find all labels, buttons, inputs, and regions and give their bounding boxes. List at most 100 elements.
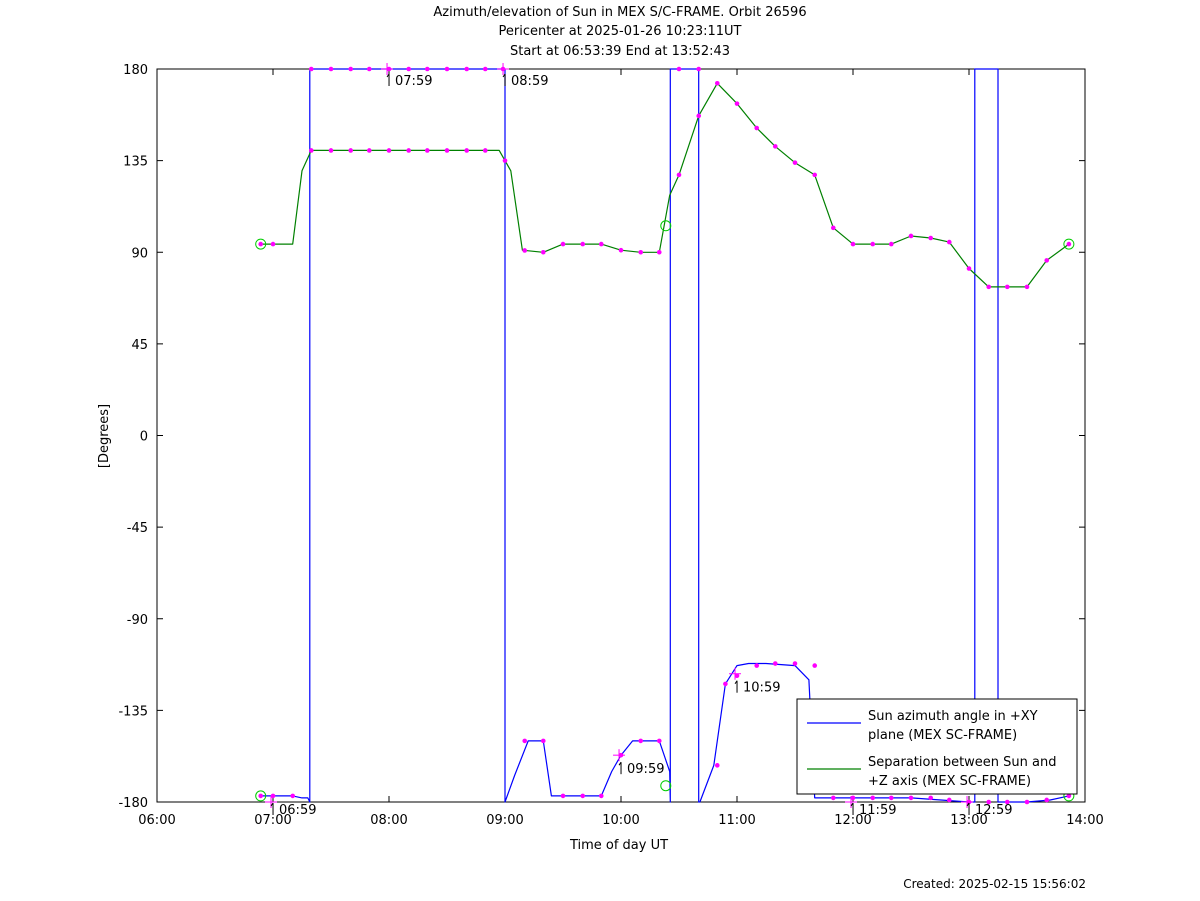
azimuth-marker-point [258, 793, 264, 799]
azimuth-marker-point [464, 66, 470, 72]
separation-marker-point [792, 160, 798, 165]
x-tick-label: 12:00 [834, 813, 871, 828]
hour-annotation-label: 09:59 [627, 762, 664, 777]
azimuth-marker-point [638, 738, 644, 744]
azimuth-marker-point [850, 795, 856, 801]
hour-annotation-arrow [966, 802, 970, 807]
azimuth-marker-point [888, 795, 894, 801]
separation-marker-point [1024, 284, 1030, 290]
separation-marker-point [444, 148, 450, 153]
azimuth-marker-point [406, 66, 412, 72]
separation-marker-point [308, 148, 314, 153]
azimuth-marker-point [928, 795, 934, 801]
azimuth-marker-point [714, 763, 720, 768]
start-end-subtitle: Start at 06:53:39 End at 13:52:43 [509, 44, 731, 59]
separation-marker-point [1044, 258, 1050, 263]
separation-marker-point [966, 266, 972, 271]
azimuth-marker-point [560, 793, 566, 799]
separation-marker-point [348, 148, 354, 153]
x-tick-label: 09:00 [486, 813, 523, 828]
marker-layer [255, 63, 1075, 808]
x-tick-label: 14:00 [1066, 813, 1103, 828]
azimuth-marker-point [908, 795, 914, 801]
azimuth-marker-point [696, 66, 702, 72]
azimuth-marker-point [830, 795, 836, 801]
azimuth-marker-point [308, 66, 314, 72]
x-axis: 06:00 07:00 08:00 09:00 10:00 11:00 12:00 13:00… [138, 69, 1104, 828]
separation-marker-point [328, 148, 334, 153]
separation-marker-point [464, 148, 470, 153]
azimuth-marker-point [723, 681, 728, 687]
separation-marker-point [850, 241, 856, 247]
separation-marker-point [656, 249, 662, 255]
separation-marker-point [1066, 241, 1072, 247]
azimuth-marker-point [754, 663, 760, 668]
legend-entry-label: plane (MEX SC-FRAME) [868, 728, 1017, 743]
annotation-layer: 06:59 07:59 08:59 09:59 10:59 11:59 12:59 [270, 73, 1012, 818]
hour-annotation-arrow [502, 73, 506, 78]
chart-title: Azimuth/elevation of Sun in MEX S/C-FRAM… [433, 5, 807, 20]
plot-frame [156, 68, 1086, 803]
y-axis: 180 135 90 45 0 -45 -90 -135 -180 [118, 63, 1085, 811]
azimuth-marker-point [870, 795, 876, 801]
azimuth-marker-point [676, 66, 682, 72]
azimuth-marker-point [1004, 799, 1010, 805]
y-tick-label: 45 [131, 338, 148, 353]
hour-annotation-arrow [386, 73, 390, 78]
azimuth-marker-point [328, 66, 334, 72]
azimuth-marker-point [792, 661, 798, 666]
separation-marker-point [580, 241, 586, 247]
plot-border [156, 68, 1086, 803]
legend-box [796, 698, 1078, 795]
azimuth-marker-point [812, 663, 818, 668]
azimuth-marker-point [522, 738, 528, 744]
azimuth-marker-point [986, 799, 992, 805]
hour-annotation-label: 08:59 [511, 74, 548, 89]
x-tick-label: 06:00 [138, 813, 175, 828]
azimuth-marker-point [1066, 793, 1072, 799]
y-axis-label: [Degrees] [97, 404, 112, 468]
separation-marker-point [618, 247, 624, 253]
legend-entry-label: Separation between Sun and [868, 755, 1056, 770]
hour-annotation-label: 07:59 [395, 74, 432, 89]
separation-marker-point [946, 239, 952, 245]
separation-marker-point [986, 284, 992, 290]
separation-marker-point [888, 241, 894, 247]
x-tick-label: 10:00 [602, 813, 639, 828]
x-tick-label: 07:00 [254, 813, 291, 828]
azimuth-marker-point [1024, 799, 1030, 805]
separation-marker-point [424, 148, 430, 153]
y-tick-label: -135 [118, 704, 148, 719]
x-tick-label: 08:00 [370, 813, 407, 828]
separation-marker-point [386, 148, 392, 153]
y-tick-label: 0 [140, 430, 148, 445]
legend: Sun azimuth angle in +XY plane (MEX SC-FR… [796, 698, 1078, 795]
separation-marker-point [560, 241, 566, 247]
separation-marker-point [772, 144, 778, 149]
pericenter-separation-circle [660, 220, 672, 232]
y-tick-label: -90 [127, 613, 148, 628]
azimuth-marker-point [1044, 797, 1050, 803]
azimuth-marker-point [656, 738, 662, 744]
azimuth-marker-point [424, 66, 430, 72]
pericenter-subtitle: Pericenter at 2025-01-26 10:23:11UT [498, 24, 742, 39]
hour-annotation-arrow [618, 761, 622, 766]
x-tick-label: 11:00 [718, 813, 755, 828]
y-tick-label: -180 [118, 796, 148, 811]
y-tick-label: 135 [123, 155, 148, 170]
separation-marker-point [812, 172, 818, 178]
separation-marker-point [676, 172, 682, 178]
azimuth-marker-point [598, 793, 604, 799]
separation-marker-point [870, 241, 876, 247]
separation-series-line [260, 82, 1070, 288]
y-tick-label: -45 [127, 521, 148, 536]
hour-annotation-arrow [270, 802, 274, 807]
azimuth-marker-point [290, 793, 296, 799]
x-tick-label: 13:00 [950, 813, 987, 828]
hour-annotation-label: 06:59 [279, 803, 316, 818]
azimuth-marker-point [580, 793, 586, 799]
separation-marker-point [270, 241, 276, 247]
start-azimuth-circle [255, 790, 267, 802]
end-separation-circle [1063, 238, 1075, 250]
